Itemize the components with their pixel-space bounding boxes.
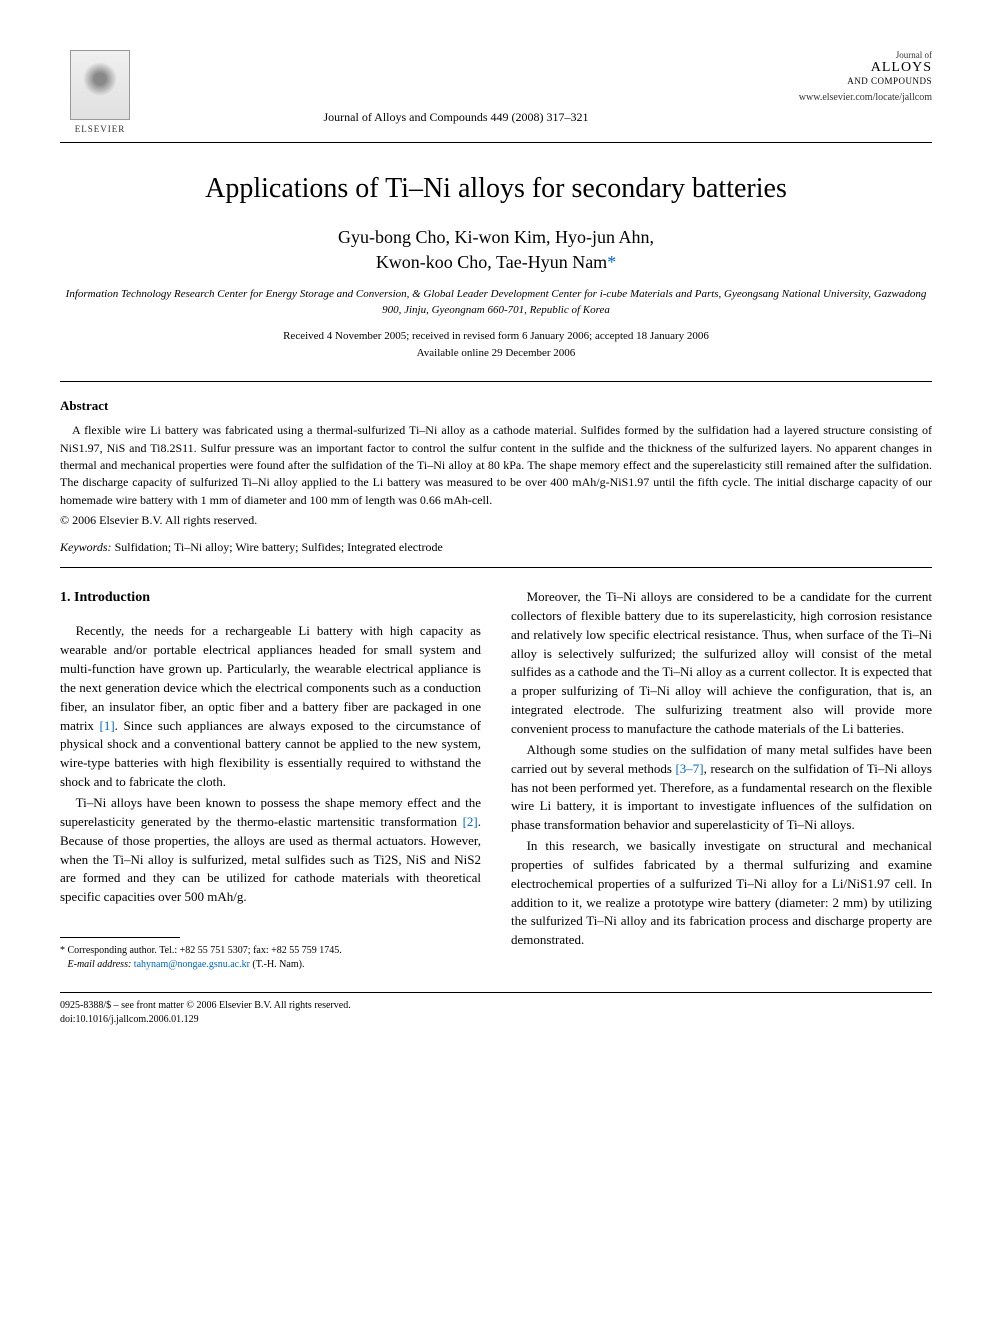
authors-line1: Gyu-bong Cho, Ki-won Kim, Hyo-jun Ahn, (338, 227, 654, 247)
affiliation: Information Technology Research Center f… (60, 287, 932, 318)
header-row: ELSEVIER Journal of Alloys and Compounds… (60, 50, 932, 134)
keywords: Keywords: Sulfidation; Ti–Ni alloy; Wire… (60, 540, 932, 555)
abstract-heading: Abstract (60, 398, 932, 414)
article-dates: Received 4 November 2005; received in re… (60, 328, 932, 361)
journal-reference: Journal of Alloys and Compounds 449 (200… (140, 50, 772, 125)
top-rule (60, 142, 932, 143)
footer-rule (60, 992, 932, 993)
footer-doi: doi:10.1016/j.jallcom.2006.01.129 (60, 1013, 932, 1027)
left-column: 1. Introduction Recently, the needs for … (60, 588, 481, 972)
abstract-top-rule (60, 381, 932, 382)
journal-logo-main: ALLOYS (772, 60, 932, 76)
ref-link-1[interactable]: [1] (100, 718, 115, 733)
footnote-email-suffix: (T.-H. Nam). (250, 959, 305, 970)
footnote-rule (60, 937, 180, 938)
ref-link-2[interactable]: [2] (463, 814, 478, 829)
authors: Gyu-bong Cho, Ki-won Kim, Hyo-jun Ahn, K… (60, 225, 932, 275)
footer-issn: 0925-8388/$ – see front matter © 2006 El… (60, 999, 932, 1013)
corresponding-footnote: * Corresponding author. Tel.: +82 55 751… (60, 944, 481, 972)
abstract-bottom-rule (60, 567, 932, 568)
journal-logo-sub: AND COMPOUNDS (772, 76, 932, 86)
journal-url: www.elsevier.com/locate/jallcom (772, 92, 932, 103)
authors-line2: Kwon-koo Cho, Tae-Hyun Nam (376, 252, 607, 272)
journal-logo-small: Journal of (772, 50, 932, 60)
publisher-logo: ELSEVIER (60, 50, 140, 134)
intro-p1: Recently, the needs for a rechargeable L… (60, 622, 481, 792)
right-column: Moreover, the Ti–Ni alloys are considere… (511, 588, 932, 972)
keywords-text: Sulfidation; Ti–Ni alloy; Wire battery; … (112, 540, 443, 554)
publisher-name: ELSEVIER (75, 124, 126, 134)
footer: 0925-8388/$ – see front matter © 2006 El… (60, 999, 932, 1027)
footnote-email-link[interactable]: tahynam@nongae.gsnu.ac.kr (134, 959, 250, 970)
dates-online: Available online 29 December 2006 (417, 347, 576, 359)
article-title: Applications of Ti–Ni alloys for seconda… (60, 173, 932, 205)
section-1-heading: 1. Introduction (60, 588, 481, 608)
body-columns: 1. Introduction Recently, the needs for … (60, 588, 932, 972)
keywords-label: Keywords: (60, 540, 112, 554)
intro-p2: Ti–Ni alloys have been known to possess … (60, 794, 481, 907)
intro-p5: In this research, we basically investiga… (511, 837, 932, 950)
intro-p4: Although some studies on the sulfidation… (511, 741, 932, 835)
abstract-text: A flexible wire Li battery was fabricate… (60, 422, 932, 509)
elsevier-tree-icon (70, 50, 130, 120)
intro-p3: Moreover, the Ti–Ni alloys are considere… (511, 588, 932, 739)
dates-received: Received 4 November 2005; received in re… (283, 330, 709, 342)
abstract-copyright: © 2006 Elsevier B.V. All rights reserved… (60, 513, 932, 528)
ref-link-3-7[interactable]: [3–7] (675, 761, 703, 776)
footnote-corr: * Corresponding author. Tel.: +82 55 751… (60, 944, 481, 958)
footnote-email-label: E-mail address: (68, 959, 132, 970)
journal-logo: Journal of ALLOYS AND COMPOUNDS www.else… (772, 50, 932, 103)
corresponding-star[interactable]: * (607, 252, 616, 272)
